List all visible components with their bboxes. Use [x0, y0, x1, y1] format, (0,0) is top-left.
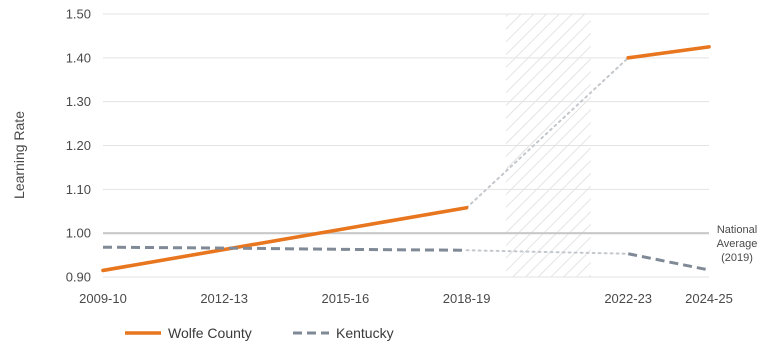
wolfe-county-line [626, 45, 711, 60]
wolfe-county-line [101, 205, 469, 273]
y-tick-label: 1.50 [66, 7, 91, 22]
national-average-label: Average [717, 238, 758, 250]
kentucky-line [627, 252, 710, 272]
y-tick-label: 0.90 [66, 270, 91, 285]
y-tick-label: 1.10 [66, 182, 91, 197]
y-tick-label: 1.40 [66, 50, 91, 65]
x-tick-label: 2012-13 [200, 291, 248, 306]
y-axis-title: Learning Rate [11, 111, 27, 199]
kentucky-gap-connector [465, 249, 630, 255]
x-axis-tick-labels: 2009-10 2012-13 2015-16 2018-19 2022-23 2024-… [79, 291, 733, 306]
x-tick-label: 2009-10 [79, 291, 127, 306]
legend: Wolfe County Kentucky [125, 325, 394, 341]
data-series [101, 45, 711, 273]
x-tick-label: 2018-19 [443, 291, 491, 306]
wolfe-county-legend-label: Wolfe County [168, 325, 252, 341]
kentucky-legend-label: Kentucky [336, 325, 394, 341]
x-tick-label: 2022-23 [604, 291, 652, 306]
national-average-label: (2019) [721, 252, 753, 264]
x-tick-label: 2024-25 [685, 291, 733, 306]
y-tick-label: 1.00 [66, 226, 91, 241]
y-tick-label: 1.30 [66, 94, 91, 109]
wolfe-county-gap-connector [465, 56, 630, 209]
y-axis-tick-labels: 0.90 1.00 1.10 1.20 1.30 1.40 1.50 [66, 7, 91, 285]
y-tick-label: 1.20 [66, 138, 91, 153]
kentucky-line [102, 245, 467, 252]
x-tick-label: 2015-16 [322, 291, 370, 306]
gridlines [103, 13, 709, 278]
national-average-label: National [717, 224, 757, 236]
national-average-reference: National Average (2019) [103, 224, 757, 264]
